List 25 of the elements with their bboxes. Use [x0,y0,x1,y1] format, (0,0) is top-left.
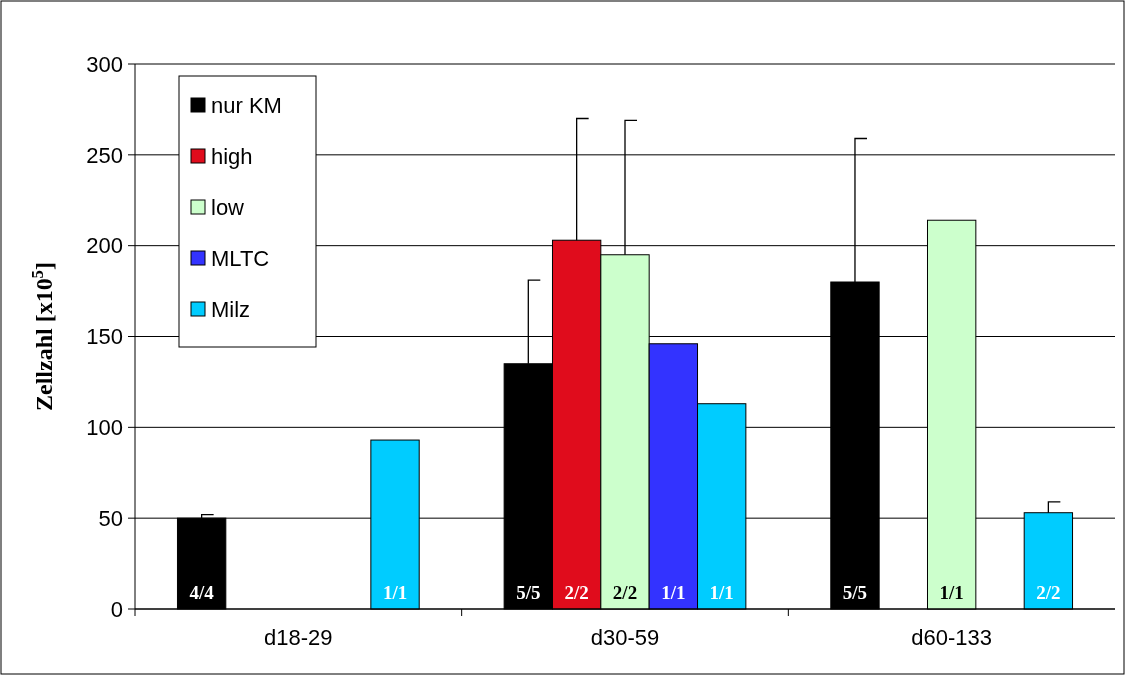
annotation: 1/1 [382,582,408,603]
y-tick-label: 100 [86,415,123,441]
annotation: 1/1 [661,582,686,603]
annotation: 4/4 [189,582,215,603]
annotation: 2/2 [612,582,638,603]
legend-label: nur KM [211,92,282,118]
y-tick-label: 300 [86,51,123,77]
y-tick-label: 200 [86,233,123,259]
legend-label: high [211,143,253,169]
annotation: 1/1 [709,582,734,603]
legend-label: Milz [211,296,251,322]
annotation: 5/5 [516,582,541,603]
y-tick-label: 0 [110,596,123,622]
annotation: 2/2 [564,582,589,603]
legend-label: MLTC [211,245,270,271]
legend-label: low [211,194,245,220]
y-tick-label: 50 [98,505,123,531]
y-tick-label: 150 [86,324,123,350]
y-tick-label: 250 [86,142,123,168]
annotation: 2/2 [1036,582,1061,603]
x-tick-label: d18-29 [264,625,333,650]
x-tick-label: d30-59 [590,625,660,650]
annotation: 5/5 [842,582,868,603]
annotation: 1/1 [939,582,964,603]
x-tick-label: d60-133 [911,625,993,650]
